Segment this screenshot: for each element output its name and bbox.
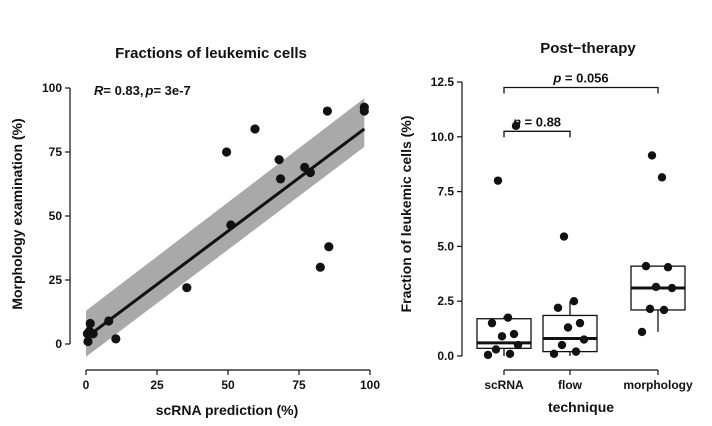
- box-data-point: [487, 318, 497, 328]
- x-tick-label: morphology: [623, 378, 693, 392]
- box-data-point: [511, 121, 521, 131]
- box-data-point: [659, 305, 669, 315]
- y-tick-label: 50: [49, 209, 63, 223]
- scatter-point: [88, 329, 98, 339]
- boxplot-title: Post−therapy: [540, 40, 636, 57]
- x-tick-label: 100: [360, 378, 380, 392]
- y-tick-label: 0.0: [437, 349, 454, 363]
- scatter-point: [85, 318, 95, 329]
- boxplot-axes: 0.0 2.5 5.0 7.5 10.0 12.5 scRNA flow morphology: [431, 75, 693, 392]
- scatter-x-axis-label: scRNA prediction (%): [156, 402, 299, 418]
- box-data-point: [575, 318, 585, 328]
- y-tick-label: 100: [42, 81, 62, 95]
- scatter-y-axis-label: Morphology examination (%): [9, 118, 25, 309]
- box-data-point: [513, 340, 523, 350]
- y-tick-label: 10.0: [431, 130, 455, 144]
- correlation-annotation: R= 0.83, p= 3e-7: [94, 83, 191, 98]
- box-data-point: [549, 349, 559, 359]
- scatter-point: [111, 334, 121, 344]
- box-data-point: [637, 327, 647, 337]
- box-data-point: [563, 323, 573, 332]
- x-tick-label: 50: [221, 378, 235, 392]
- box-data-point: [571, 347, 581, 356]
- confidence-band: [86, 98, 365, 357]
- scatter-title: Fractions of leukemic cells: [115, 45, 307, 62]
- x-tick-label: scRNA: [484, 378, 524, 392]
- x-tick-label: 0: [83, 378, 90, 392]
- r-label: R: [94, 83, 104, 98]
- box-data-point: [503, 313, 513, 322]
- box-data-point: [645, 304, 655, 314]
- box-data-point: [509, 329, 519, 339]
- x-tick-label: 25: [150, 378, 164, 392]
- p-value: = 3e-7: [153, 83, 190, 98]
- scatter-point: [104, 316, 114, 326]
- p-label: p: [145, 83, 154, 98]
- box-data-point: [647, 151, 657, 160]
- y-tick-label: 75: [49, 145, 63, 159]
- box-data-point: [559, 232, 569, 241]
- scatter-axes: 0 25 50 75 100 0 25 50 75 100: [42, 81, 380, 392]
- box-data-point: [569, 297, 579, 306]
- y-tick-label: 5.0: [437, 239, 454, 253]
- box-data-point: [491, 345, 501, 354]
- scatter-panel: Fractions of leukemic cells R= 0.83, p= 3…: [9, 45, 380, 418]
- box-data-point: [493, 176, 503, 185]
- comparison-bracket: [503, 86, 659, 94]
- boxplot-panel: Post−therapy p = 0.88 p = 0.056 0.0 2.5 5.0…: [398, 40, 693, 415]
- scatter-point: [359, 102, 369, 112]
- scatter-point: [275, 174, 286, 184]
- comparison-p-value: = 0.056: [561, 70, 608, 85]
- scatter-point: [315, 262, 325, 272]
- comparison-label: p = 0.056: [552, 70, 608, 85]
- x-tick-label: 75: [292, 378, 306, 392]
- box-data-point: [553, 303, 563, 312]
- box-iqr: [542, 314, 598, 353]
- scatter-point: [83, 336, 93, 347]
- y-tick-label: 7.5: [437, 185, 454, 199]
- box-data-point: [641, 261, 651, 271]
- scatter-point: [274, 155, 284, 165]
- scatter-points-layer: [82, 102, 369, 347]
- r-value: = 0.83,: [103, 83, 143, 98]
- box-data-point: [483, 350, 493, 360]
- boxplot-y-axis-label: Fraction of leukemic cells (%): [398, 116, 414, 313]
- scatter-point: [322, 106, 332, 116]
- box-data-point: [579, 335, 589, 344]
- box-data-point: [497, 332, 507, 341]
- fit-line-layer: [85, 127, 366, 339]
- comparison-bracket: [503, 130, 571, 138]
- box-data-point: [651, 282, 661, 292]
- box-group-flow: [542, 232, 598, 359]
- comparison-p-value: = 0.88: [521, 114, 561, 129]
- y-tick-label: 0: [55, 337, 62, 351]
- scatter-point: [221, 147, 232, 157]
- regression-line: [85, 127, 366, 339]
- box-data-point: [657, 173, 667, 182]
- scatter-point: [305, 167, 315, 178]
- box-data-point: [505, 349, 515, 359]
- y-tick-label: 25: [49, 273, 63, 287]
- confidence-band-layer: [86, 98, 365, 357]
- comparison-p-label: p: [552, 70, 561, 85]
- box-data-point: [557, 340, 567, 350]
- scatter-point: [182, 283, 192, 293]
- comparison-brackets: p = 0.88 p = 0.056: [503, 70, 659, 138]
- y-tick-label: 2.5: [437, 294, 454, 308]
- scatter-point: [324, 242, 334, 252]
- box-group-scRNA: [476, 121, 532, 360]
- box-data-point: [663, 263, 673, 272]
- boxplot-boxes-layer: [476, 121, 686, 360]
- box-group-morphology: [630, 151, 686, 337]
- y-tick-label: 12.5: [431, 75, 455, 89]
- scatter-point: [250, 124, 260, 134]
- x-tick-label: flow: [558, 378, 583, 392]
- box-data-point: [667, 283, 677, 293]
- scatter-point: [226, 220, 236, 230]
- boxplot-x-axis-label: technique: [548, 399, 614, 415]
